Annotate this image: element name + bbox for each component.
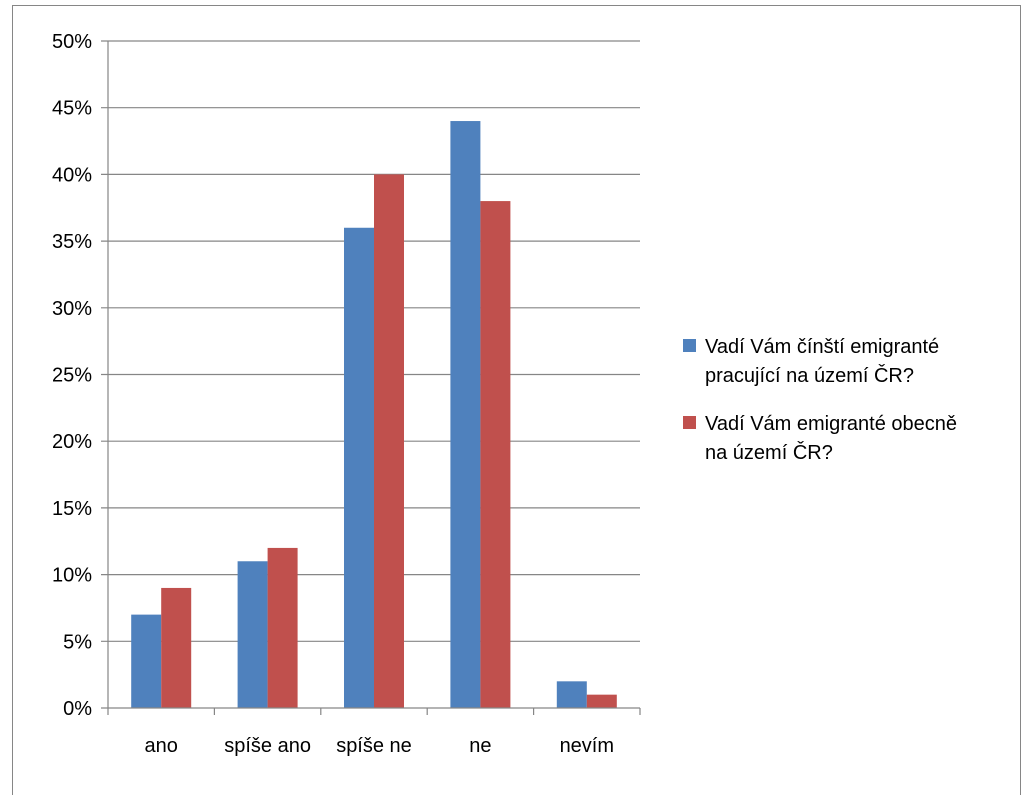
legend-swatch	[683, 416, 696, 429]
x-tick-label: spíše ano	[224, 735, 311, 757]
y-tick-label: 20%	[52, 431, 92, 453]
bar	[374, 174, 404, 708]
legend-label: pracující na území ČR?	[705, 364, 914, 387]
bar	[556, 681, 587, 708]
bar	[267, 547, 298, 708]
x-tick-label: spíše ne	[336, 735, 412, 757]
x-tick-label: ne	[469, 735, 491, 757]
bar	[237, 561, 268, 708]
bar	[131, 614, 162, 708]
y-tick-label: 15%	[52, 498, 92, 520]
x-tick-label: nevím	[560, 735, 614, 757]
y-tick-label: 30%	[52, 298, 92, 320]
bar	[161, 587, 192, 708]
legend: Vadí Vám čínští emigranté pracující na úz…	[683, 336, 957, 464]
y-tick-label: 0%	[63, 698, 92, 720]
y-tick-label: 25%	[52, 365, 92, 387]
y-tick-label: 50%	[52, 31, 92, 53]
bars	[131, 121, 617, 709]
y-tick-label: 40%	[52, 164, 92, 186]
bar	[480, 201, 511, 708]
y-tick-labels: 0% 5% 10% 15% 20% 25% 30% 35% 40% 45% 50%	[52, 31, 92, 720]
bar	[344, 227, 374, 708]
legend-label: Vadí Vám emigranté obecně	[705, 413, 957, 435]
legend-label: Vadí Vám čínští emigranté	[705, 336, 939, 358]
bar	[450, 121, 481, 709]
y-tick-label: 45%	[52, 98, 92, 120]
axes	[101, 41, 641, 715]
bar	[586, 694, 617, 708]
x-tick-label: ano	[145, 735, 178, 757]
x-tick-labels: ano spíše ano spíše ne ne nevím	[145, 735, 615, 757]
legend-label: na území ČR?	[705, 441, 833, 464]
y-tick-label: 35%	[52, 231, 92, 253]
legend-swatch	[683, 339, 696, 352]
y-tick-label: 10%	[52, 565, 92, 587]
y-tick-label: 5%	[63, 631, 92, 653]
